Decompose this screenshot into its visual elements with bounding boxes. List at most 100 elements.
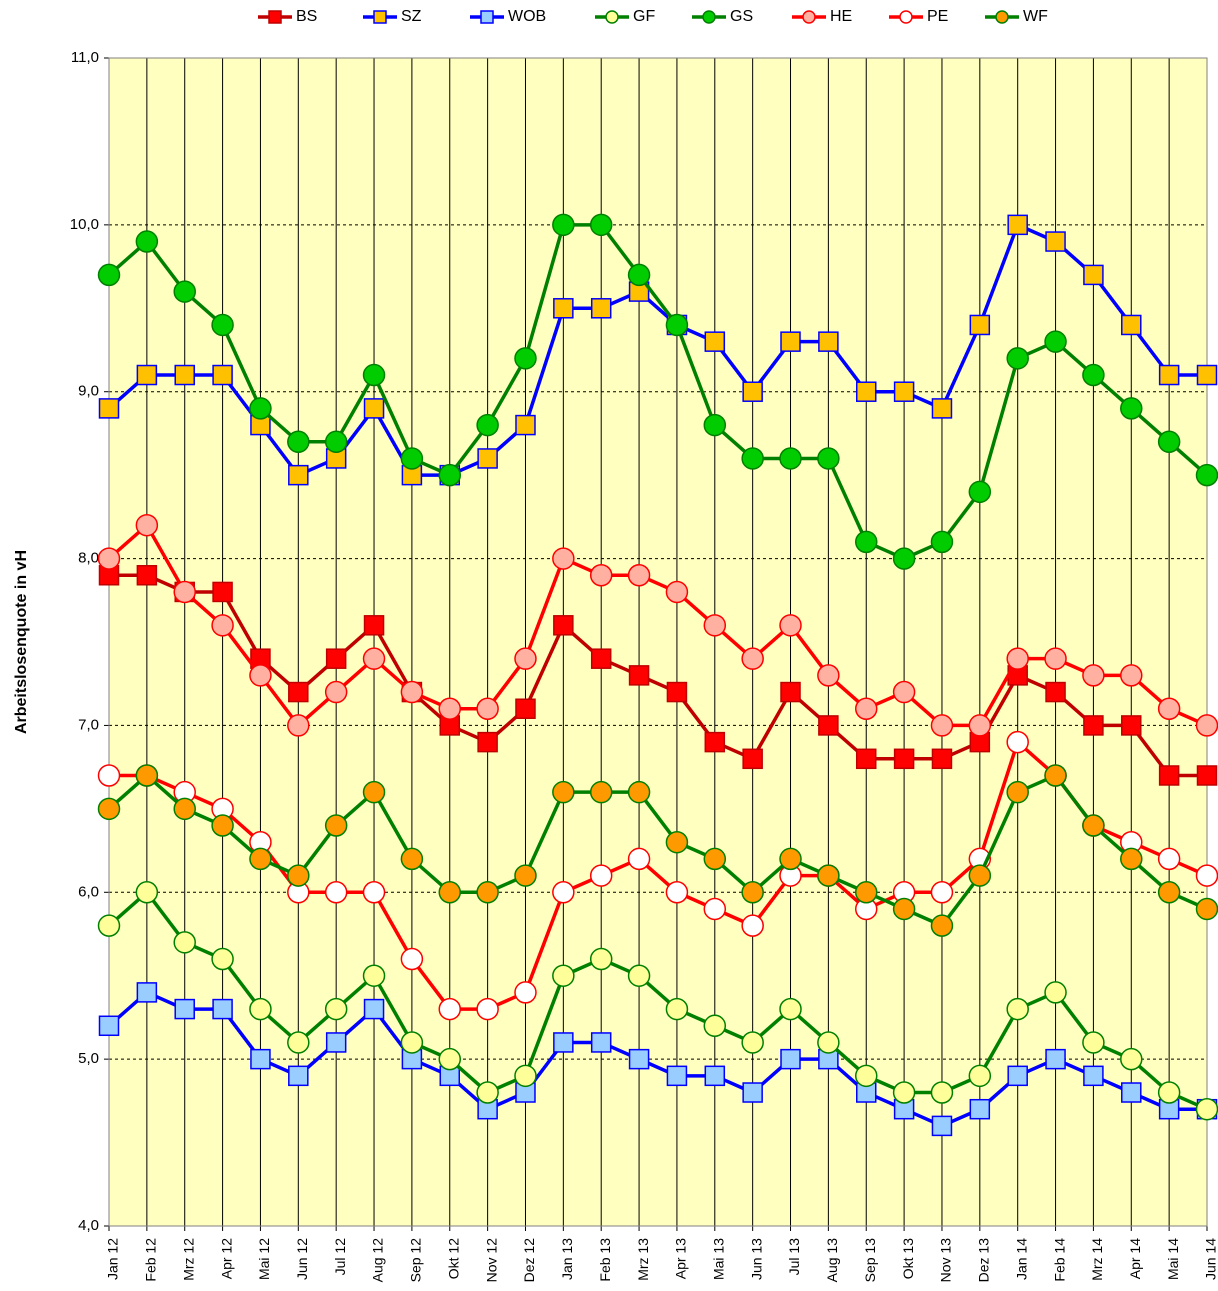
marker — [893, 381, 915, 402]
marker — [212, 998, 233, 1020]
marker — [589, 947, 613, 971]
marker — [1158, 364, 1180, 386]
marker — [742, 748, 763, 770]
marker — [476, 697, 499, 720]
y-tick-label: 8,0 — [78, 550, 99, 567]
marker — [780, 681, 801, 703]
marker — [515, 414, 536, 436]
marker — [211, 313, 234, 337]
marker — [1006, 730, 1029, 754]
x-tick-label: Nov 13 — [938, 1238, 954, 1283]
marker — [515, 698, 536, 719]
marker — [818, 331, 839, 352]
marker — [741, 1031, 764, 1054]
marker — [665, 997, 689, 1021]
marker — [477, 448, 498, 469]
marker — [476, 413, 499, 437]
marker — [1121, 1082, 1142, 1103]
marker — [324, 430, 348, 454]
marker — [628, 665, 650, 686]
marker — [363, 998, 385, 1020]
x-tick-label: Okt 12 — [445, 1238, 461, 1279]
marker — [135, 230, 159, 253]
marker — [703, 1014, 727, 1038]
marker — [249, 664, 272, 687]
marker — [590, 648, 612, 669]
marker — [741, 447, 764, 470]
marker — [476, 881, 499, 904]
marker — [1045, 1048, 1066, 1070]
marker — [1082, 363, 1105, 387]
marker — [590, 298, 612, 319]
marker — [627, 847, 651, 871]
marker — [930, 881, 954, 904]
marker — [211, 814, 234, 837]
x-tick-label: Mrz 12 — [180, 1238, 196, 1281]
marker — [288, 464, 309, 486]
marker — [779, 847, 802, 871]
marker — [212, 364, 233, 386]
marker — [553, 615, 574, 636]
marker — [212, 581, 233, 603]
marker — [968, 1064, 992, 1088]
marker — [552, 964, 575, 987]
x-tick-label: Sep 12 — [408, 1238, 424, 1283]
y-tick-label: 5,0 — [78, 1050, 99, 1067]
x-tick-label: Sep 13 — [862, 1238, 878, 1283]
marker — [589, 780, 613, 804]
x-tick-label: Aug 12 — [370, 1238, 386, 1283]
plot-area — [109, 58, 1207, 1226]
marker — [400, 1031, 424, 1054]
marker — [968, 480, 992, 504]
marker — [438, 463, 462, 487]
marker — [1195, 1097, 1218, 1121]
marker — [703, 897, 727, 921]
marker — [173, 931, 196, 954]
marker — [1083, 715, 1104, 736]
marker — [1157, 430, 1181, 454]
marker — [665, 313, 689, 337]
marker — [854, 697, 878, 720]
marker — [628, 1048, 650, 1070]
marker — [892, 1081, 916, 1104]
legend-label: WOB — [508, 8, 546, 25]
marker — [1044, 647, 1067, 670]
marker — [287, 1031, 310, 1054]
legend-marker — [802, 10, 816, 24]
marker — [97, 263, 121, 287]
marker — [438, 697, 462, 720]
marker — [741, 914, 764, 937]
x-tick-label: Mai 13 — [710, 1238, 726, 1280]
marker — [1082, 814, 1105, 837]
marker — [1195, 714, 1218, 737]
marker — [1082, 1031, 1105, 1054]
legend-label: GF — [633, 8, 655, 25]
marker — [817, 1031, 840, 1054]
marker — [780, 331, 801, 352]
marker — [514, 1064, 537, 1088]
marker — [818, 715, 839, 736]
marker — [250, 1048, 271, 1070]
marker — [514, 647, 537, 670]
marker — [1006, 647, 1029, 670]
marker — [438, 1047, 462, 1071]
x-tick-label: Dez 12 — [521, 1238, 537, 1283]
marker — [589, 564, 613, 587]
marker — [893, 748, 915, 770]
x-tick-label: Mai 14 — [1165, 1238, 1181, 1280]
x-tick-label: Jul 13 — [786, 1238, 802, 1276]
marker — [1083, 264, 1104, 286]
marker — [97, 914, 121, 937]
marker — [931, 398, 953, 419]
marker — [1195, 864, 1218, 887]
marker — [665, 580, 689, 604]
x-tick-label: Jan 13 — [559, 1238, 575, 1280]
marker — [325, 648, 347, 669]
marker — [1157, 1081, 1181, 1104]
marker — [1120, 664, 1143, 687]
marker — [211, 614, 234, 637]
marker — [324, 680, 348, 704]
marker — [1120, 397, 1143, 420]
x-tick-label: Aug 13 — [824, 1238, 840, 1283]
marker — [287, 430, 310, 454]
